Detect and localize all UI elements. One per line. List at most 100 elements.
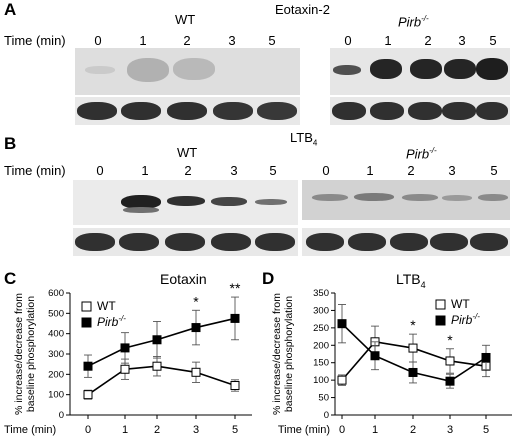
point-wt (120, 364, 130, 374)
y-axis-label: % increase/decrease frombaseline phospho… (271, 293, 295, 415)
lane-time-label: 1 (139, 33, 147, 48)
significance-marker: * (193, 293, 199, 309)
panel-b-pirb-phospho-blot (302, 180, 510, 220)
panel-a-time-label: Time (min) (4, 33, 66, 48)
lane-time-label: 0 (322, 163, 330, 178)
lane-time-label: 3 (230, 163, 238, 178)
panel-b-pirb-total-blot (302, 228, 510, 256)
x-tick-label: 3 (193, 424, 199, 436)
x-tick-label: 5 (232, 424, 238, 436)
panel-b-time-label: Time (min) (4, 163, 66, 178)
point-wt (191, 367, 201, 377)
y-tick-label: 150 (313, 358, 329, 369)
point-pirb (120, 343, 130, 353)
panel-a-wt-phospho-blot (75, 48, 300, 95)
y-tick-label: 300 (48, 349, 64, 360)
lane-time-label: 1 (141, 163, 149, 178)
point-pirb (445, 376, 455, 386)
panel-b-wt-total-blot (73, 228, 298, 256)
panel-a-pirb-total-blot (330, 97, 510, 125)
point-pirb (191, 323, 201, 333)
y-tick-label: 500 (48, 308, 64, 319)
lane-time-label: 5 (490, 163, 498, 178)
x-tick-label: 0 (85, 424, 91, 436)
point-wt (230, 381, 240, 391)
y-tick-label: 350 (313, 288, 329, 299)
lane-time-label: 2 (407, 163, 415, 178)
x-tick-label: 2 (154, 424, 160, 436)
point-pirb (83, 361, 93, 371)
legend-label-wt: WT (451, 297, 470, 311)
lane-time-label: 0 (96, 163, 104, 178)
lane-time-label: 3 (458, 33, 466, 48)
lane-time-label: 2 (184, 163, 192, 178)
chart-title: LTB4 (396, 271, 426, 290)
y-axis-label: % increase/decrease frombaseline phospho… (13, 293, 37, 415)
lane-time-label: 1 (384, 33, 392, 48)
significance-marker: ** (230, 280, 241, 296)
panel-b-wt-phospho-blot (73, 180, 298, 225)
significance-marker: * (447, 332, 453, 348)
y-tick-label: 400 (48, 329, 64, 340)
x-tick-label: 3 (447, 424, 453, 436)
x-tick-label: 1 (372, 424, 378, 436)
point-wt (408, 343, 418, 353)
panel-letter: D (262, 269, 274, 288)
lane-time-label: 3 (228, 33, 236, 48)
legend-marker-wt (435, 299, 446, 310)
chart-c: C Eotaxin % increase/decrease frombaseline… (4, 269, 252, 436)
significance-marker: * (410, 317, 416, 333)
lane-time-label: 0 (344, 33, 352, 48)
point-wt (445, 356, 455, 366)
lane-time-label: 2 (183, 33, 191, 48)
chart-title: Eotaxin (160, 271, 207, 287)
y-tick-label: 200 (48, 369, 64, 380)
legend-marker-pirb (435, 315, 446, 326)
point-wt (152, 361, 162, 371)
y-tick-label: 100 (313, 375, 329, 386)
x-tick-label: 0 (339, 424, 345, 436)
lane-time-label: 3 (448, 163, 456, 178)
y-tick-label: 0 (324, 410, 329, 421)
y-tick-label: 100 (48, 390, 64, 401)
x-axis-label: Time (min) (278, 424, 330, 436)
panel-letter: C (4, 269, 16, 288)
point-wt (83, 390, 93, 400)
panel-b-title: LTB4 (290, 130, 318, 148)
lane-time-label: 0 (94, 33, 102, 48)
lane-time-label: 2 (424, 33, 432, 48)
point-pirb (370, 351, 380, 361)
y-tick-label: 200 (313, 340, 329, 351)
panel-a-pirb-phospho-blot (330, 48, 510, 95)
y-tick-label: 0 (59, 410, 64, 421)
x-tick-label: 5 (483, 424, 489, 436)
point-pirb (230, 313, 240, 323)
panel-a-pirb-label: Pirb-/- (398, 14, 429, 30)
panel-a-wt-label: WT (175, 12, 196, 27)
point-wt (337, 375, 347, 385)
panel-a-wt-total-blot (75, 97, 300, 125)
legend-marker-pirb (81, 317, 92, 328)
x-axis-label: Time (min) (4, 424, 56, 436)
y-tick-label: 250 (313, 323, 329, 334)
lane-time-label: 5 (489, 33, 497, 48)
point-pirb (481, 352, 491, 362)
y-tick-label: 600 (48, 288, 64, 299)
panel-a-title: Eotaxin-2 (275, 2, 330, 17)
x-tick-label: 2 (410, 424, 416, 436)
y-tick-label: 50 (318, 393, 329, 404)
legend-label-wt: WT (97, 299, 116, 313)
lane-time-label: 5 (268, 33, 276, 48)
panel-a-letter: A (4, 0, 17, 19)
y-tick-label: 300 (313, 305, 329, 316)
lane-time-label: 1 (366, 163, 374, 178)
panel-b-wt-label: WT (177, 145, 198, 160)
legend-label-pirb: Pirb-/- (451, 312, 480, 327)
legend-label-pirb: Pirb-/- (97, 314, 126, 329)
point-pirb (152, 335, 162, 345)
x-tick-label: 1 (122, 424, 128, 436)
chart-d: D LTB4 % increase/decrease frombaseline ph… (262, 269, 512, 436)
panel-b-pirb-label: Pirb-/- (406, 146, 437, 162)
point-pirb (337, 319, 347, 329)
lane-time-label: 5 (269, 163, 277, 178)
